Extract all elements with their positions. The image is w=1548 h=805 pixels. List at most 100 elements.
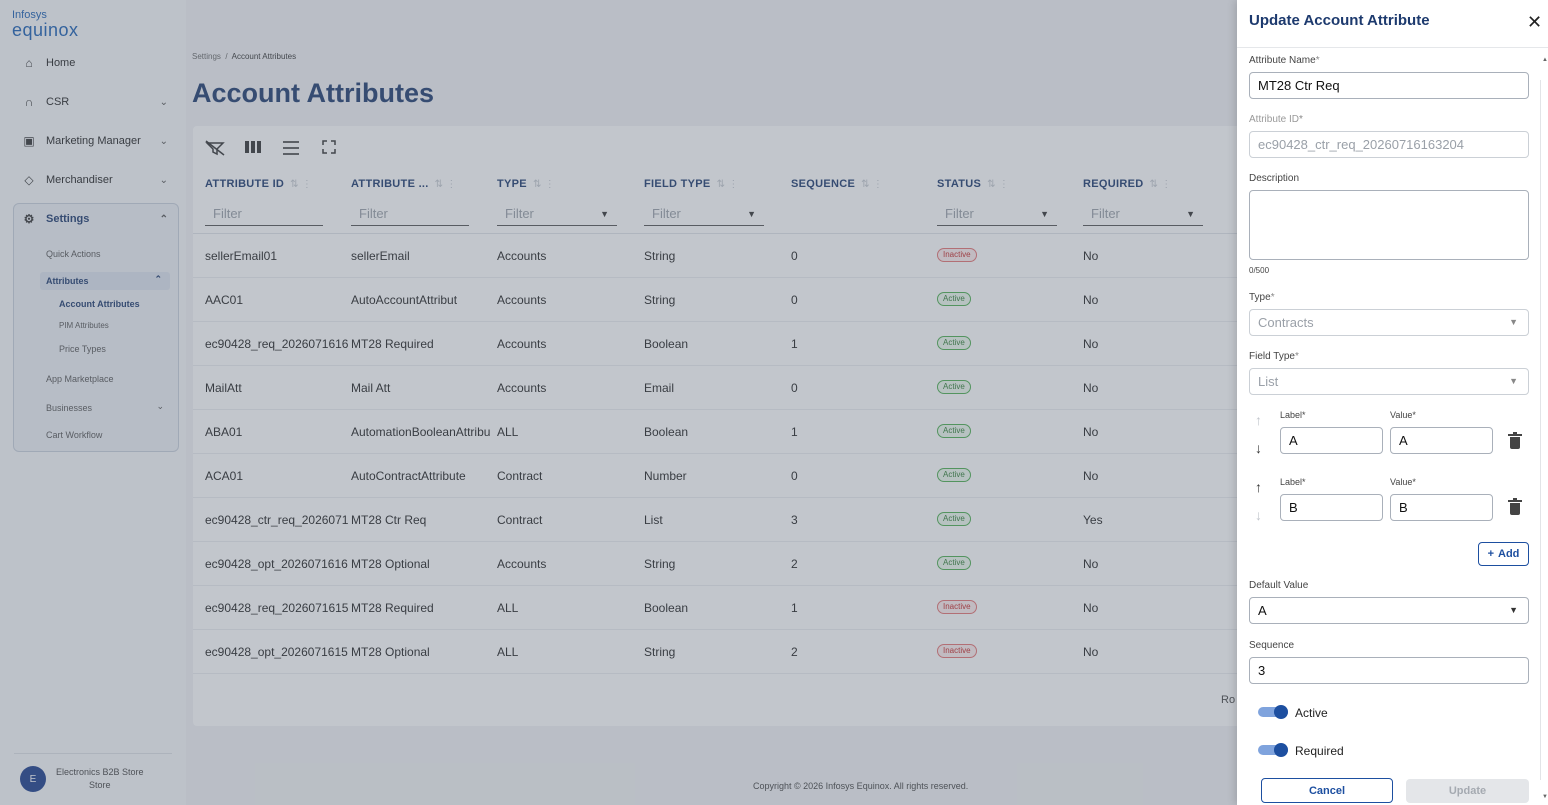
store-switcher[interactable]: E Electronics B2B Store Store (20, 766, 144, 792)
status-cell: Active (937, 378, 1077, 394)
sidebar-sub-app-marketplace[interactable]: App Marketplace (46, 374, 114, 384)
field-type-label: Field Type* (1249, 351, 1299, 362)
table-cell-sequence: 0 (791, 469, 798, 483)
status-badge: Active (937, 424, 971, 438)
table-row[interactable]: ACA01 AutoContractAttribute Contract Number… (193, 454, 1243, 498)
sidebar-item-marketing-manager[interactable]: ▣ Marketing Manager ⌄ (22, 130, 172, 152)
description-textarea[interactable] (1249, 190, 1529, 260)
table-cell-field-type: String (644, 249, 676, 263)
scroll-up-icon[interactable]: ▲ (1542, 57, 1548, 63)
table-row[interactable]: MailAtt Mail Att Accounts Email 0 Active No (193, 366, 1243, 410)
filter-select[interactable]: Filter ▼ (497, 204, 617, 226)
scroll-down-icon[interactable]: ▼ (1542, 794, 1548, 800)
type-label: Type* (1249, 292, 1275, 303)
trash-icon[interactable] (1508, 432, 1522, 449)
table-row[interactable]: ec90428_opt_2026071615 MT28 Optional ALL St… (193, 630, 1243, 674)
sidebar-item-settings[interactable]: ⚙ Settings ⌃ (22, 208, 172, 230)
cancel-button[interactable]: Cancel (1261, 778, 1393, 803)
page-title: Account Attributes (192, 78, 434, 108)
brand-line2: equinox (12, 20, 79, 40)
list-value-input[interactable]: B (1390, 494, 1493, 521)
move-down-icon[interactable]: ↓ (1255, 440, 1262, 456)
chevron-down-icon: ⌄ (159, 135, 168, 147)
column-attribute-id[interactable]: ATTRIBUTE ID ⇅ ⋮ Filter (205, 178, 323, 226)
table-cell-type: Accounts (497, 293, 547, 307)
sort-icon[interactable]: ⇅ ⋮ (290, 179, 313, 190)
update-button[interactable]: Update (1406, 779, 1529, 803)
list-label-input[interactable]: B (1280, 494, 1383, 521)
tag-icon: ◇ (24, 173, 34, 187)
sidebar-sub-price-types[interactable]: Price Types (59, 344, 106, 354)
sidebar-sub-pim-attributes[interactable]: PIM Attributes (59, 321, 109, 330)
sidebar-sub-quick-actions[interactable]: Quick Actions (46, 249, 101, 259)
attribute-name-input[interactable]: MT28 Ctr Req (1249, 72, 1529, 99)
store-name: Electronics B2B Store (56, 767, 144, 778)
sidebar-item-label: CSR (46, 96, 70, 108)
field-type-select: List ▼ (1249, 368, 1529, 395)
sidebar-item-csr[interactable]: ∩ CSR ⌄ (22, 91, 172, 113)
column-attribute-name[interactable]: ATTRIBUTE ... ⇅ ⋮ Filter (351, 178, 469, 226)
table-row[interactable]: ec90428_req_2026071616 MT28 Required Accou… (193, 322, 1243, 366)
filter-select[interactable]: Filter ▼ (1083, 204, 1203, 226)
sidebar-sub-attributes[interactable]: Attributes ⌃ (40, 272, 170, 290)
column-status[interactable]: STATUS ⇅ ⋮ Filter ▼ (937, 178, 1057, 226)
sort-icon[interactable]: ⇅ ⋮ (861, 179, 884, 190)
sort-icon[interactable]: ⇅ ⋮ (987, 179, 1010, 190)
sidebar-item-home[interactable]: ⌂ Home (22, 52, 172, 74)
column-required[interactable]: REQUIRED ⇅ ⋮ Filter ▼ (1083, 178, 1203, 226)
active-toggle[interactable] (1258, 705, 1288, 719)
sidebar-item-label: Merchandiser (46, 174, 113, 186)
sidebar-item-merchandiser[interactable]: ◇ Merchandiser ⌄ (22, 169, 172, 191)
sort-icon[interactable]: ⇅ ⋮ (434, 179, 457, 190)
close-icon[interactable]: ✕ (1527, 12, 1543, 32)
add-list-item-button[interactable]: + Add (1478, 542, 1529, 566)
type-select: Contracts ▼ (1249, 309, 1529, 336)
field-label: Label (1280, 410, 1303, 420)
breadcrumb-parent[interactable]: Settings (192, 52, 221, 61)
required-toggle[interactable] (1258, 743, 1288, 757)
column-type[interactable]: TYPE ⇅ ⋮ Filter ▼ (497, 178, 617, 226)
filter-input[interactable]: Filter (351, 204, 469, 226)
table-row[interactable]: ec90428_opt_2026071616 MT28 Optional Accou… (193, 542, 1243, 586)
move-up-icon[interactable]: ↑ (1255, 479, 1262, 495)
column-field-type[interactable]: FIELD TYPE ⇅ ⋮ Filter ▼ (644, 178, 764, 226)
clear-filter-icon[interactable] (205, 140, 225, 156)
trash-icon[interactable] (1508, 498, 1522, 515)
sequence-input[interactable]: 3 (1249, 657, 1529, 684)
table-cell-field-type: Boolean (644, 601, 689, 615)
table-row[interactable]: ec90428_req_2026071615 MT28 Required ALL Bo… (193, 586, 1243, 630)
sort-icon[interactable]: ⇅ ⋮ (1149, 179, 1172, 190)
columns-icon[interactable] (243, 140, 263, 156)
select-value: A (1258, 603, 1267, 618)
fullscreen-icon[interactable] (319, 140, 339, 156)
list-value-input[interactable]: A (1390, 427, 1493, 454)
table-cell-sequence: 0 (791, 293, 798, 307)
dropdown-icon: ▼ (1509, 605, 1518, 615)
table-cell-sequence: 2 (791, 557, 798, 571)
status-badge: Active (937, 468, 971, 482)
table-cell-required: No (1083, 425, 1099, 439)
table-row[interactable]: sellerEmail01 sellerEmail Accounts String 0 I… (193, 234, 1243, 278)
table-row[interactable]: ec90428_ctr_req_2026071 MT28 Ctr Req Contr… (193, 498, 1243, 542)
list-label-input[interactable]: A (1280, 427, 1383, 454)
brand-logo[interactable]: Infosys equinox (12, 10, 79, 40)
table-row[interactable]: ABA01 AutomationBooleanAttribu ALL Boolean 1… (193, 410, 1243, 454)
sidebar-sub-account-attributes[interactable]: Account Attributes (59, 299, 140, 309)
density-icon[interactable] (281, 140, 301, 156)
sidebar-sub-businesses[interactable]: Businesses ⌄ (46, 401, 164, 413)
table-row[interactable]: AAC01 AutoAccountAttribut Accounts String 0 A… (193, 278, 1243, 322)
sort-icon[interactable]: ⇅ ⋮ (532, 179, 555, 190)
default-value-select[interactable]: A ▼ (1249, 597, 1529, 624)
filter-input[interactable]: Filter (205, 204, 323, 226)
filter-select[interactable]: Filter ▼ (644, 204, 764, 226)
sort-icon[interactable]: ⇅ ⋮ (716, 179, 739, 190)
status-cell: Active (937, 422, 1077, 438)
sidebar-sub-cart-workflow[interactable]: Cart Workflow (46, 430, 103, 440)
scrollbar[interactable] (1540, 80, 1546, 780)
column-sequence[interactable]: SEQUENCE ⇅ ⋮ (791, 178, 911, 190)
modal-backdrop[interactable] (0, 0, 1237, 805)
filter-placeholder: Filter (505, 206, 534, 221)
table-cell-type: Accounts (497, 557, 547, 571)
store-type: Store (89, 780, 111, 790)
filter-select[interactable]: Filter ▼ (937, 204, 1057, 226)
